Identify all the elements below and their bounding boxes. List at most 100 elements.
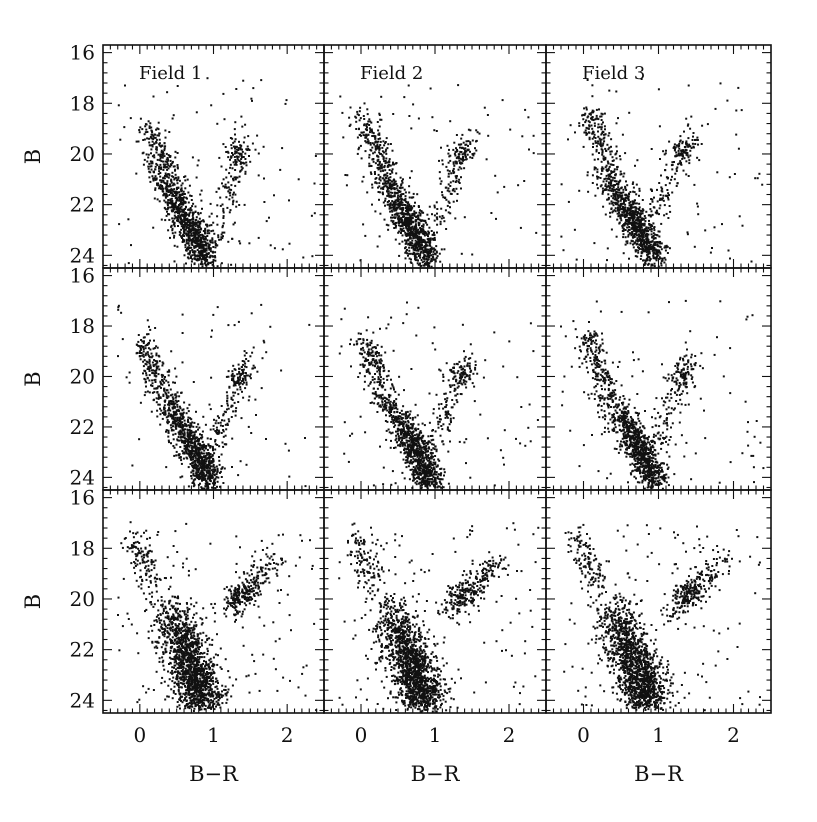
data-point (211, 241, 214, 244)
data-point (396, 191, 399, 194)
data-point (237, 159, 240, 162)
data-point (436, 223, 439, 226)
data-point (408, 225, 411, 228)
data-point (680, 150, 683, 153)
data-point (187, 191, 190, 194)
data-point (244, 152, 247, 155)
data-point (586, 171, 589, 174)
data-point (172, 429, 175, 432)
data-point (153, 197, 156, 200)
data-point (124, 84, 126, 87)
data-point (176, 212, 179, 215)
data-point (183, 442, 186, 445)
data-point (218, 156, 221, 159)
data-point (288, 199, 290, 202)
data-point (630, 217, 633, 220)
data-point (466, 148, 469, 151)
data-point (185, 222, 188, 225)
data-point (176, 216, 179, 219)
data-point (607, 177, 610, 180)
data-point (475, 149, 478, 152)
data-point (425, 257, 428, 260)
data-point (192, 212, 195, 215)
data-point (391, 149, 394, 152)
data-point (393, 179, 396, 182)
data-point (214, 243, 217, 245)
data-point (371, 131, 374, 134)
data-point (191, 234, 194, 237)
data-point (378, 177, 381, 180)
data-point (623, 223, 626, 226)
data-point (615, 157, 618, 160)
data-point (469, 143, 472, 145)
data-point (218, 238, 221, 241)
data-point (148, 362, 151, 365)
data-point (404, 221, 407, 224)
data-point (648, 259, 651, 262)
data-point (348, 116, 351, 119)
data-point (187, 230, 190, 233)
data-point (626, 184, 629, 187)
data-point (369, 143, 372, 146)
data-point (428, 238, 431, 241)
data-point (146, 131, 149, 133)
data-point (686, 233, 689, 236)
data-point (386, 201, 389, 203)
data-point (156, 164, 159, 167)
data-point (494, 174, 497, 177)
data-point (389, 210, 392, 213)
data-point (201, 463, 204, 466)
data-point (181, 450, 184, 452)
data-point (612, 184, 615, 187)
data-point (404, 204, 407, 206)
data-point (469, 156, 472, 159)
data-point (165, 195, 168, 198)
data-point (433, 238, 436, 241)
data-point (410, 246, 413, 249)
data-point (597, 176, 600, 179)
data-point (653, 227, 656, 230)
data-point (356, 113, 359, 116)
data-point (390, 183, 392, 186)
data-point (406, 208, 408, 211)
data-point (209, 240, 212, 243)
data-point (156, 182, 158, 185)
data-point (150, 148, 153, 151)
data-point (409, 176, 411, 179)
data-point (600, 123, 603, 126)
data-point (181, 435, 184, 438)
data-point (339, 95, 342, 98)
data-point (169, 206, 172, 209)
data-point (430, 260, 433, 262)
data-point (195, 222, 198, 225)
data-point (687, 123, 690, 126)
data-point (180, 228, 183, 231)
data-point (655, 249, 658, 252)
data-point (378, 162, 381, 165)
data-point (623, 198, 625, 201)
data-point (631, 240, 634, 243)
data-point (407, 220, 409, 223)
data-point (239, 153, 241, 156)
data-point (222, 178, 225, 181)
data-point (633, 223, 636, 226)
data-point (685, 117, 688, 120)
data-point (179, 419, 182, 422)
data-point (756, 177, 759, 180)
data-point (416, 231, 419, 234)
data-point (487, 134, 490, 137)
data-point (594, 137, 597, 139)
data-point (390, 216, 392, 219)
data-point (412, 227, 415, 230)
data-point (192, 218, 195, 221)
data-point (594, 141, 597, 144)
data-point (153, 339, 155, 342)
data-point (629, 191, 632, 193)
data-point (143, 133, 146, 136)
data-point (735, 133, 738, 136)
data-point (696, 205, 699, 208)
data-point (173, 411, 176, 414)
data-point (416, 259, 419, 262)
data-point (374, 210, 377, 213)
